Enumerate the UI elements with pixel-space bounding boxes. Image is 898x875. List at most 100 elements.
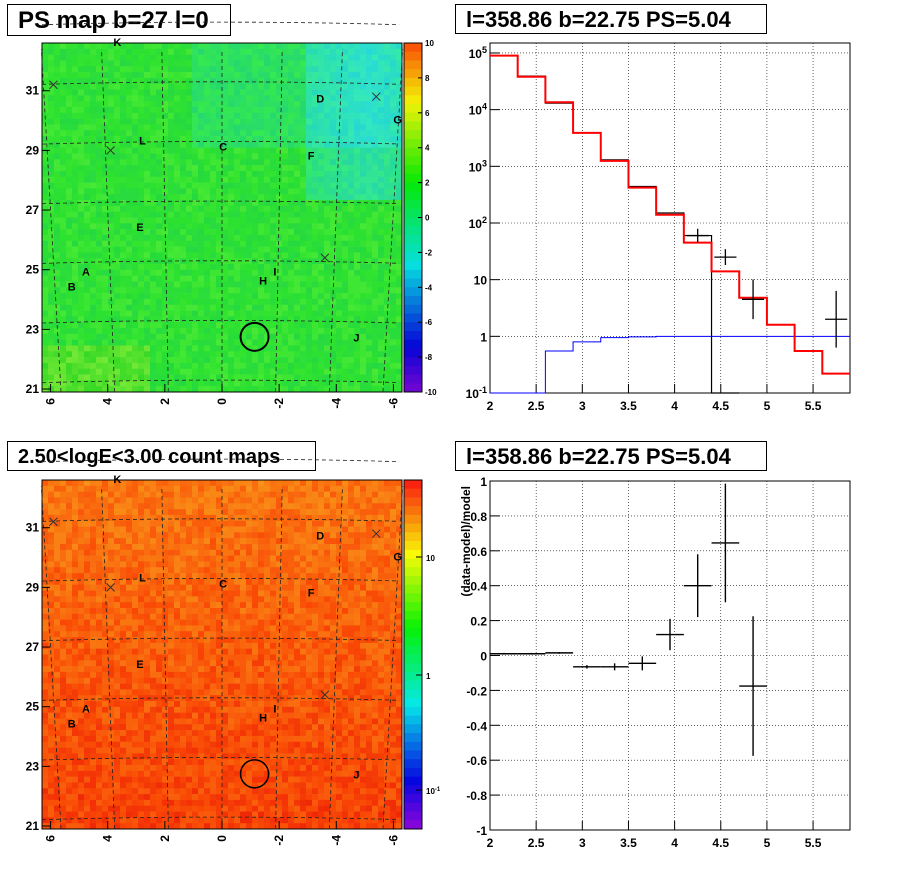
y-tick-label: 1: [480, 330, 487, 344]
cross-marker: [49, 517, 58, 527]
colorbar-cell: [404, 541, 422, 551]
colorbar-cell: [404, 69, 422, 79]
colorbar-cell: [404, 671, 422, 682]
y-tick-label: -1: [476, 824, 487, 838]
y-tick-label: 10-1: [466, 385, 487, 401]
y-tick-label: 1: [480, 475, 487, 489]
source-label-l: L: [139, 572, 146, 584]
colorbar-tick-label: 10: [426, 554, 435, 563]
x-tick-label: 3.5: [620, 399, 637, 413]
source-label-j: J: [353, 332, 359, 344]
source-label-a: A: [82, 267, 90, 279]
colorbar-cell: [404, 488, 422, 498]
cross-marker: [320, 253, 330, 263]
colorbar-cell: [404, 811, 422, 821]
y-axis-label: (data-model)/model: [459, 486, 473, 597]
colorbar-tick-label: 6: [425, 109, 430, 118]
grid-line-l: [40, 485, 62, 830]
colorbar-cell: [404, 208, 422, 218]
x-tick-label: 5.5: [805, 836, 822, 850]
colorbar-cell: [404, 698, 422, 708]
colorbar-cell: [404, 365, 422, 376]
y-tick-label: 0: [480, 650, 487, 664]
y-tick-label: 23: [26, 759, 40, 773]
grid-line-l: [382, 48, 404, 393]
source-label-c: C: [219, 141, 227, 153]
y-tick-label: 27: [26, 640, 40, 654]
source-label-i: I: [273, 704, 276, 716]
colorbar-cell: [404, 767, 422, 778]
cross-marker: [49, 80, 58, 90]
source-label-d: D: [316, 94, 324, 106]
colorbar-cell: [404, 680, 422, 690]
colorbar-cell: [404, 602, 422, 612]
y-tick-label: 31: [26, 521, 40, 535]
x-tick-label: 5.5: [805, 399, 822, 413]
grid-line-b: [41, 260, 400, 264]
colorbar-cell: [404, 226, 422, 236]
grid-line-l: [161, 485, 169, 830]
colorbar-cell: [404, 60, 422, 70]
source-label-h: H: [259, 276, 267, 288]
x-tick-label: 3: [579, 399, 586, 413]
y-tick-label: 31: [26, 84, 40, 98]
source-label-l: L: [139, 135, 146, 147]
x-tick-label: 3: [579, 836, 586, 850]
y-tick-label: 105: [469, 45, 487, 61]
colorbar-tick-label: 10: [425, 39, 434, 48]
y-tick-label: -0.6: [466, 754, 487, 768]
y-tick-label: 0.4: [470, 580, 487, 594]
x-tick-label: 4.5: [712, 399, 729, 413]
x-tick-label: 2: [487, 836, 494, 850]
x-tick-label: -6: [386, 835, 400, 846]
colorbar-cell: [404, 339, 422, 349]
grid-line-l: [161, 48, 169, 393]
ps-map-title: PS map b=27 l=0: [7, 4, 231, 36]
colorbar-tick-label: -2: [425, 248, 433, 257]
grid-line-b: [41, 697, 400, 701]
colorbar-tick-label: 8: [425, 74, 430, 83]
colorbar-cell: [404, 575, 422, 586]
colorbar-cell: [404, 549, 422, 560]
colorbar-cell: [404, 130, 422, 140]
x-tick-label: -2: [272, 835, 286, 846]
grid-line-b: [41, 518, 400, 522]
cross-marker: [371, 529, 381, 539]
grid-line-b: [41, 458, 400, 463]
colorbar-cell: [404, 261, 422, 271]
colorbar-cell: [404, 610, 422, 621]
grid-line-l: [40, 48, 62, 393]
colorbar-cell: [404, 304, 422, 314]
x-tick-label: 4.5: [712, 836, 729, 850]
colorbar-tick-label: -4: [425, 283, 433, 292]
x-tick-label: 2.5: [528, 399, 545, 413]
colorbar-cell: [404, 759, 422, 769]
grid-line-b: [41, 81, 400, 85]
colorbar-cell: [404, 532, 422, 542]
grid-line-b: [41, 21, 400, 26]
y-tick-label: 104: [469, 102, 487, 118]
x-tick-label: 4: [671, 836, 678, 850]
x-tick-label: 3.5: [620, 836, 637, 850]
y-tick-label: 23: [26, 322, 40, 336]
y-tick-label: 29: [26, 143, 40, 157]
colorbar-cell: [404, 269, 422, 280]
colorbar-cell: [404, 567, 422, 577]
colorbar-cell: [404, 558, 422, 568]
cross-marker: [320, 690, 330, 700]
colorbar-cell: [404, 86, 422, 96]
colorbar-cell: [404, 95, 422, 105]
y-tick-label: 0.6: [470, 545, 487, 559]
colorbar-cell: [404, 628, 422, 638]
source-label-k: K: [113, 37, 121, 49]
model-total-line: [490, 54, 850, 375]
source-label-g: G: [393, 552, 402, 564]
colorbar-cell: [404, 234, 422, 245]
colorbar-cell: [404, 217, 422, 227]
colorbar-cell: [404, 523, 422, 533]
source-label-b: B: [68, 282, 76, 294]
x-tick-label: 0: [215, 398, 229, 405]
colorbar-cell: [404, 741, 422, 751]
y-tick-label: 10: [474, 274, 488, 288]
